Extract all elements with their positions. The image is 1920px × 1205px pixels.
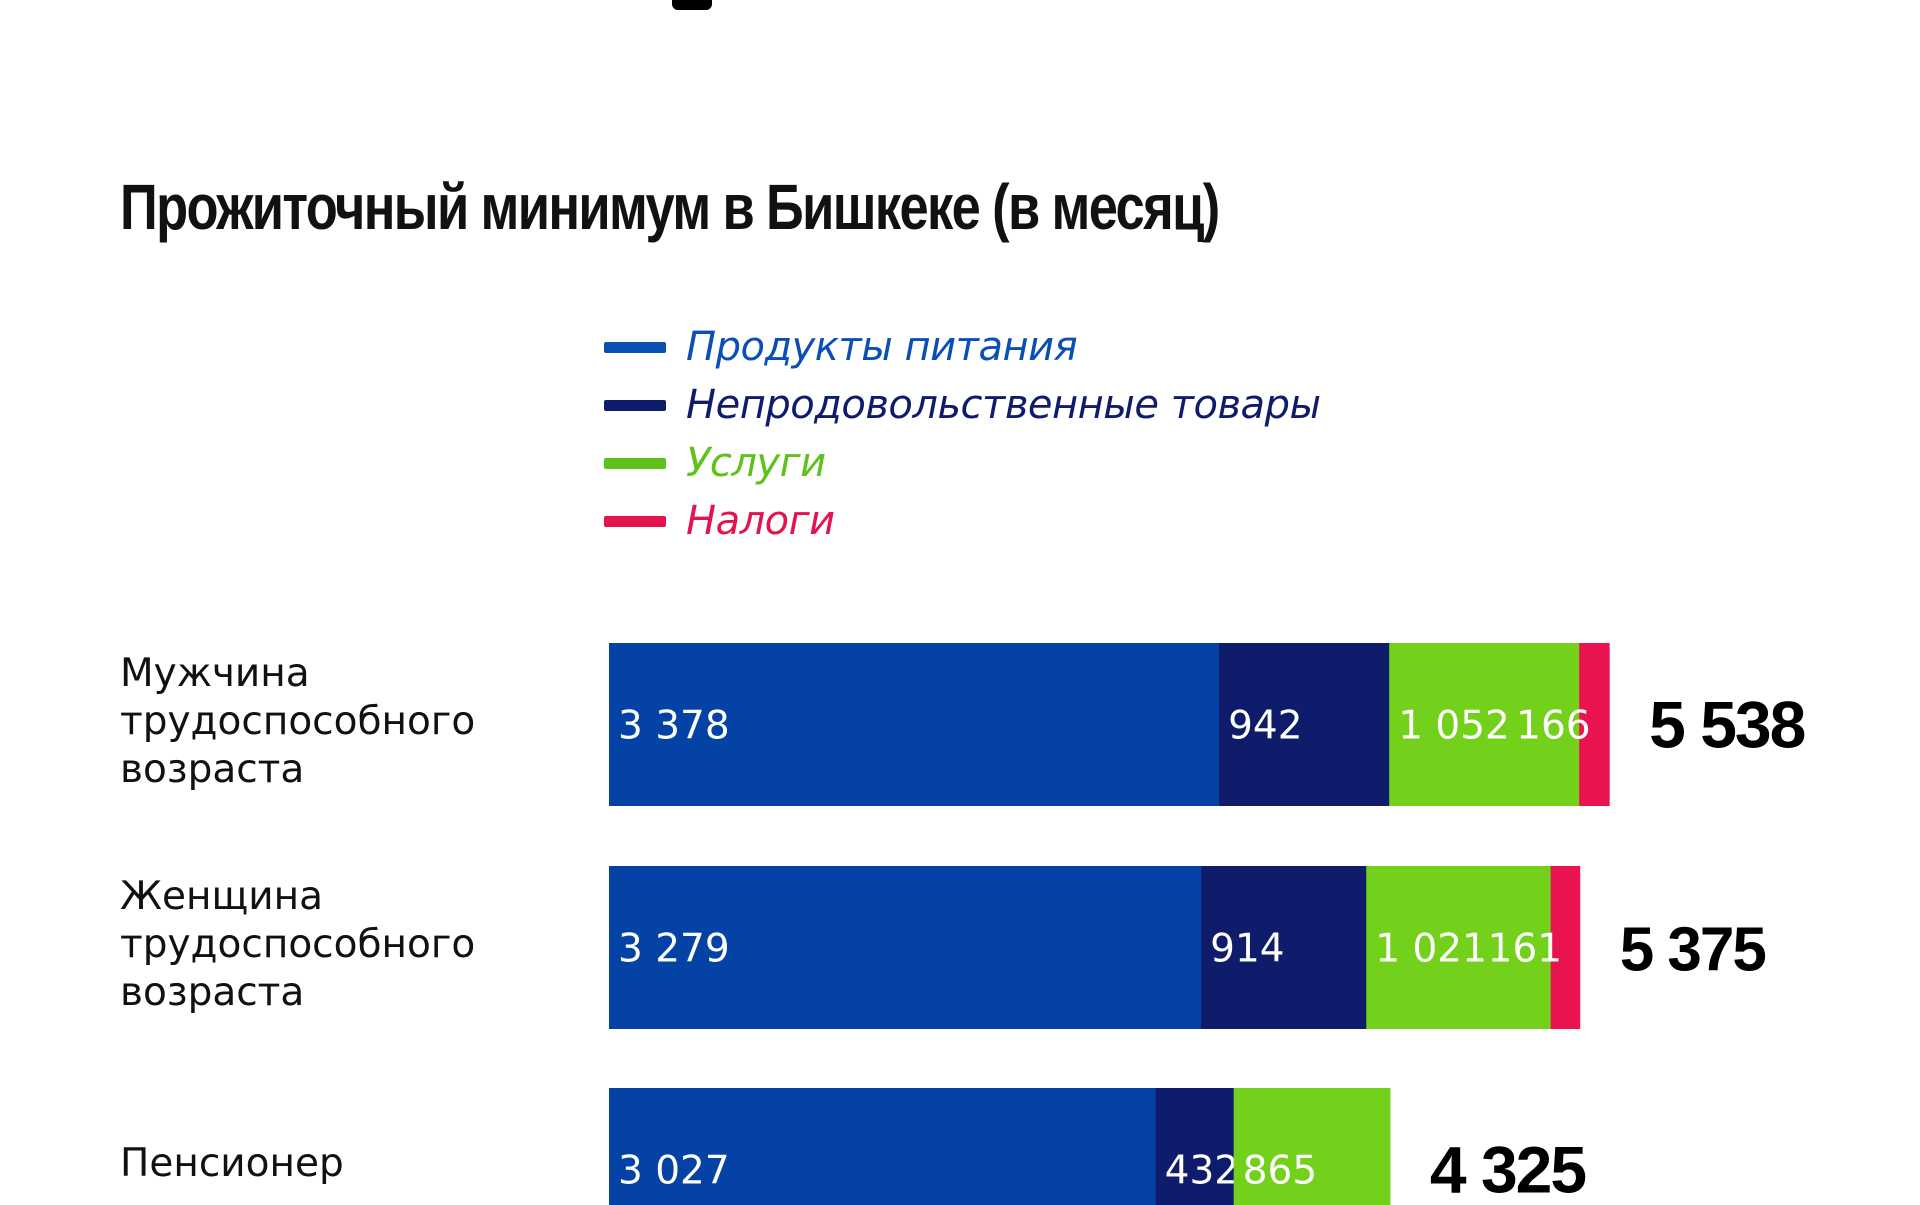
data-label-woman-services: 1 021 [1375, 927, 1487, 972]
category-label-pensioner: Пенсионер [120, 1140, 344, 1188]
category-label-woman-line-2: трудоспособного [120, 922, 476, 967]
bar-pensioner-food [609, 1088, 1157, 1205]
bar-woman-taxes [1550, 866, 1581, 1029]
category-label-man-line-3: возраста [120, 747, 305, 792]
total-label-woman: 5 375 [1620, 916, 1766, 985]
category-label-man-line-1: Мужчина [120, 651, 310, 696]
legend-label-food: Продукты питания [686, 324, 1078, 370]
category-label-woman-line-3: возраста [120, 970, 305, 1015]
top-cropped-glyph [672, 0, 712, 10]
legend: Продукты питания Непродовольственные тов… [604, 318, 1321, 550]
legend-label-nonfood: Непродовольственные товары [686, 382, 1321, 428]
category-label-woman-line-1: Женщина [120, 874, 323, 919]
legend-item-taxes: Налоги [604, 492, 1321, 550]
bar-man-food [609, 643, 1220, 806]
data-label-woman-nonfood: 914 [1210, 927, 1284, 972]
legend-swatch-food [604, 341, 666, 353]
chart-title: Прожиточный минимум в Бишкеке (в месяц) [120, 171, 1220, 243]
bar-man-nonfood [1219, 643, 1390, 806]
legend-swatch-taxes [604, 515, 666, 527]
total-label-man: 5 538 [1649, 688, 1804, 762]
data-label-woman-food: 3 279 [618, 927, 730, 972]
data-label-man-services: 1 052 [1398, 704, 1510, 749]
data-label-man-food: 3 378 [618, 704, 730, 749]
legend-swatch-services [604, 457, 666, 469]
category-label-man-line-2: трудоспособного [120, 699, 476, 744]
total-label-pensioner: 4 325 [1430, 1133, 1585, 1205]
legend-item-nonfood: Непродовольственные товары [604, 376, 1321, 434]
data-label-pensioner-services: 865 [1243, 1149, 1317, 1194]
bar-pensioner-nonfood [1155, 1088, 1235, 1205]
data-label-pensioner-food: 3 027 [618, 1149, 730, 1194]
legend-item-services: Услуги [604, 434, 1321, 492]
bar-pensioner-services [1233, 1088, 1391, 1205]
legend-swatch-nonfood [604, 399, 666, 411]
data-label-woman-taxes: 161 [1488, 927, 1562, 972]
category-label-pensioner-line-1: Пенсионер [120, 1141, 344, 1186]
legend-label-services: Услуги [686, 440, 826, 486]
bar-woman-services [1366, 866, 1552, 1029]
bar-woman-nonfood [1201, 866, 1367, 1029]
bar-woman-food [609, 866, 1202, 1029]
legend-item-food: Продукты питания [604, 318, 1321, 376]
category-label-man: Мужчина трудоспособного возраста [120, 650, 475, 794]
data-label-man-nonfood: 942 [1228, 704, 1302, 749]
data-label-man-taxes: 166 [1516, 704, 1590, 749]
bar-man-taxes [1579, 643, 1610, 806]
bar-man-services [1389, 643, 1580, 806]
category-label-woman: Женщина трудоспособного возраста [120, 873, 475, 1017]
legend-label-taxes: Налоги [686, 498, 835, 544]
data-label-pensioner-nonfood: 432 [1165, 1149, 1239, 1194]
